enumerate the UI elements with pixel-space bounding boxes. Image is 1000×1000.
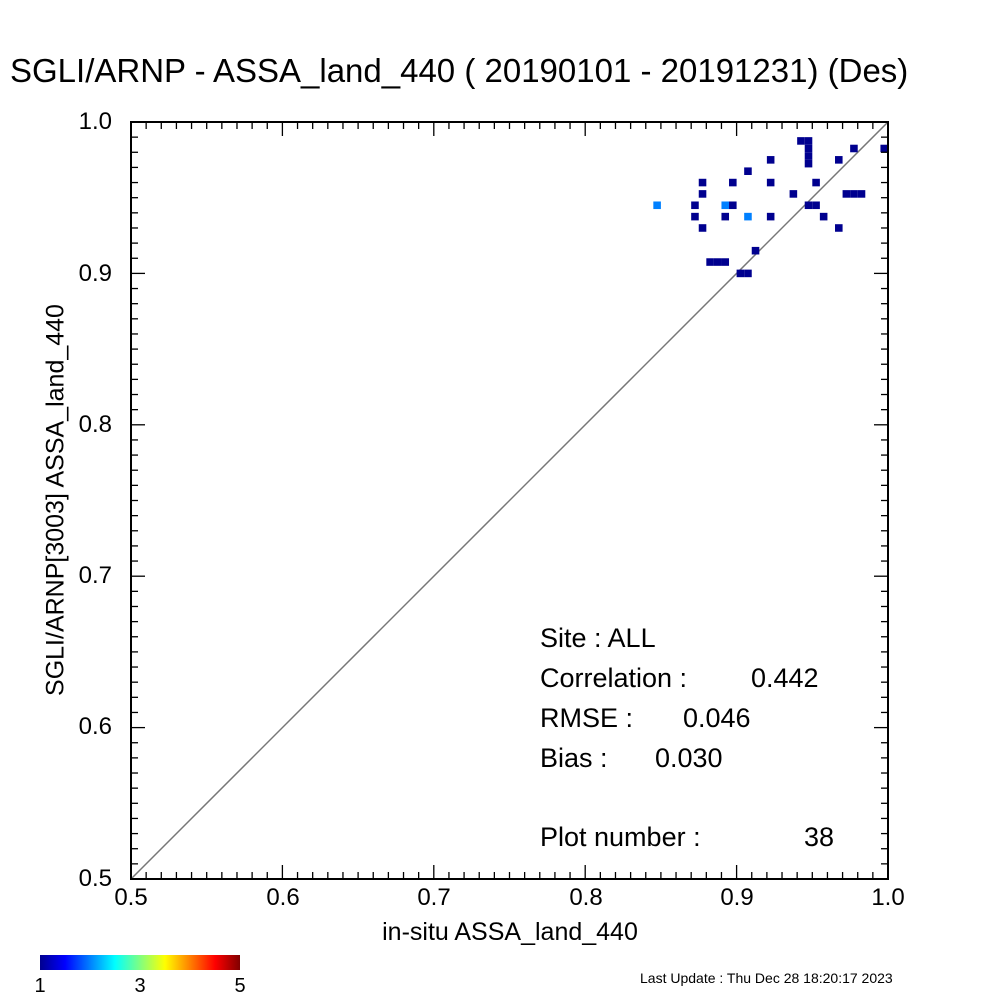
stat-bias-label: Bias : [540, 743, 608, 773]
colorbar-tick-label: 5 [234, 975, 246, 997]
heatmap-cell [744, 167, 752, 175]
x-tick-label: 0.9 [720, 884, 754, 911]
x-tick-label: 0.8 [569, 884, 603, 911]
heatmap-cell [713, 258, 722, 266]
heatmap-cell [850, 190, 858, 198]
stat-rmse-value: 0.046 [683, 703, 751, 733]
stat-bias-value: 0.030 [655, 743, 723, 773]
heatmap-cell [744, 269, 752, 278]
x-tick-label: 0.6 [266, 884, 300, 911]
heatmap-cell [804, 152, 813, 160]
x-tick-label: 0.7 [417, 884, 451, 911]
heatmap-cell [804, 159, 813, 168]
y-axis-label: SGLI/ARNP[3003] ASSA_land_440 [41, 304, 70, 696]
heatmap-cell [797, 137, 805, 145]
heatmap-cell [698, 178, 707, 187]
heatmap-cell [721, 212, 730, 221]
heatmap-cell [835, 156, 843, 164]
heatmap-cell [804, 137, 813, 145]
plot-frame [130, 121, 889, 880]
heatmap-cell [819, 212, 828, 221]
stat-plot-number-value: 38 [804, 822, 835, 852]
heatmap-cell [698, 224, 707, 232]
heatmap-cell [789, 190, 798, 198]
y-tick-label: 0.6 [78, 713, 112, 740]
colorbar-tick-label: 1 [34, 975, 46, 997]
heatmap-cell [691, 201, 699, 210]
heatmap-cell [766, 212, 775, 221]
heatmap-cell [744, 212, 752, 221]
heatmap-cell [766, 156, 775, 164]
heatmap-cell [721, 258, 730, 266]
heatmap-cell [804, 201, 813, 210]
last-update-text: Last Update : Thu Dec 28 18:20:17 2023 [640, 970, 893, 986]
colorbar-tick-label: 3 [134, 975, 146, 997]
y-tick-label: 0.9 [78, 260, 112, 287]
x-tick-label: 1.0 [871, 884, 905, 911]
heatmap-cell [857, 190, 866, 198]
heatmap-cell [812, 178, 820, 187]
y-tick-label: 0.5 [78, 865, 112, 892]
heatmap-cell [812, 201, 820, 210]
colorbar [40, 955, 240, 970]
stat-rmse-label: RMSE : [540, 703, 634, 733]
y-tick-label: 1.0 [78, 108, 112, 135]
heatmap-cell [835, 224, 843, 232]
heatmap-cell [766, 178, 775, 187]
heatmap-cell [880, 144, 888, 153]
heatmap-cell [751, 246, 760, 255]
heatmap-cell [691, 212, 699, 221]
heatmap-cell [698, 190, 707, 198]
heatmap-cell [850, 144, 858, 153]
x-tick-label: 0.5 [114, 884, 148, 911]
heatmap-cell [706, 258, 714, 266]
y-tick-label: 0.7 [78, 562, 112, 589]
stat-correlation-label: Correlation : [540, 663, 688, 693]
stat-plot-number-label: Plot number : [540, 822, 701, 852]
y-tick-label: 0.8 [78, 411, 112, 438]
heatmap-cell [736, 269, 745, 278]
stat-correlation-value: 0.442 [751, 663, 819, 693]
stat-site: Site : ALL [540, 623, 656, 653]
one-to-one-line [130, 121, 889, 880]
heatmap-cell [721, 201, 730, 210]
heatmap-cell [804, 144, 813, 153]
chart-title: SGLI/ARNP - ASSA_land_440 ( 20190101 - 2… [10, 52, 909, 89]
heatmap-cell [729, 201, 737, 210]
heatmap-cell [729, 178, 737, 187]
heatmap-cell [653, 201, 661, 210]
x-axis-label: in-situ ASSA_land_440 [382, 918, 638, 946]
heatmap-cell [842, 190, 851, 198]
